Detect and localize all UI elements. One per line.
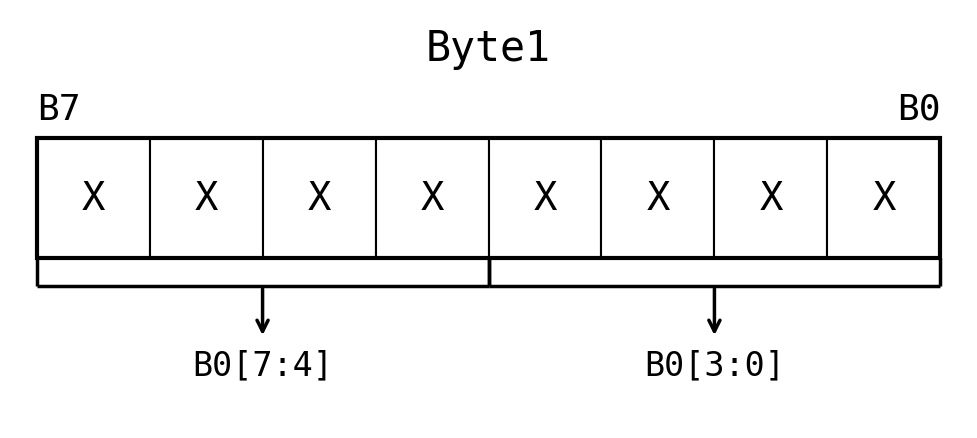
Text: X: X — [420, 180, 444, 218]
Bar — [714, 139, 828, 258]
Bar — [149, 139, 263, 258]
Text: X: X — [646, 180, 669, 218]
Text: X: X — [81, 180, 105, 218]
Bar — [488, 139, 602, 258]
Text: B0: B0 — [897, 93, 941, 127]
Text: B7: B7 — [37, 93, 80, 127]
Text: X: X — [533, 180, 557, 218]
Bar — [37, 139, 149, 258]
Bar — [375, 139, 488, 258]
Bar — [828, 139, 940, 258]
Text: X: X — [308, 180, 331, 218]
Text: X: X — [759, 180, 783, 218]
Bar — [263, 139, 375, 258]
Text: X: X — [872, 180, 896, 218]
Bar — [602, 139, 714, 258]
Text: B0[3:0]: B0[3:0] — [644, 348, 785, 381]
Bar — [37, 139, 941, 258]
Text: Byte1: Byte1 — [426, 28, 551, 70]
Text: X: X — [194, 180, 218, 218]
Text: B0[7:4]: B0[7:4] — [192, 348, 333, 381]
